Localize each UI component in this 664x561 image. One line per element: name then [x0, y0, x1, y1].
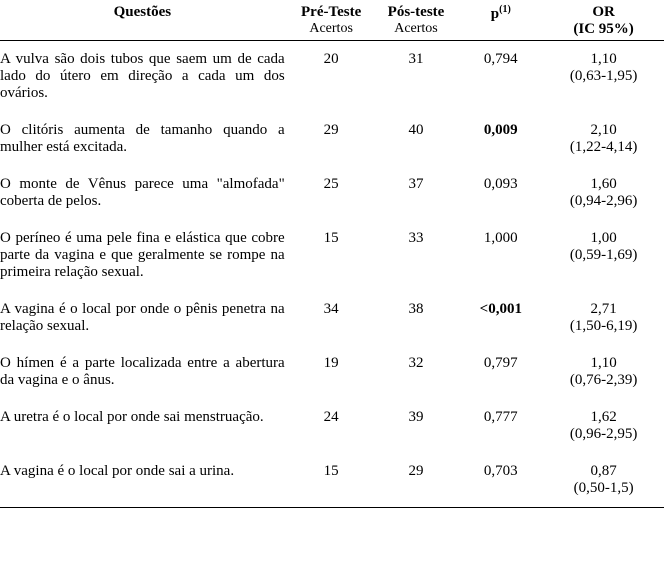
cell-pos: 29 — [374, 453, 459, 508]
cell-or-ci: (0,59-1,69) — [547, 247, 660, 264]
cell-or-ci: (1,50-6,19) — [547, 318, 660, 335]
cell-p: 0,009 — [458, 112, 543, 166]
cell-or: 2,71(1,50-6,19) — [543, 291, 664, 345]
header-or-label: OR — [547, 4, 660, 21]
table-row: A vagina é o local por onde sai a urina.… — [0, 453, 664, 508]
cell-or: 1,62(0,96-2,95) — [543, 399, 664, 453]
table-row: A vagina é o local por onde o pênis pene… — [0, 291, 664, 345]
table-header-row: Questões Pré-Teste Acertos Pós-teste Ace… — [0, 0, 664, 41]
table-row: O períneo é uma pele fina e elástica que… — [0, 220, 664, 291]
header-p: p(1) — [458, 0, 543, 41]
cell-question: O hímen é a parte localizada entre a abe… — [0, 345, 289, 399]
header-pos: Pós-teste Acertos — [374, 0, 459, 41]
cell-pre: 15 — [289, 453, 374, 508]
cell-question: A vagina é o local por onde o pênis pene… — [0, 291, 289, 345]
results-table: Questões Pré-Teste Acertos Pós-teste Ace… — [0, 0, 664, 508]
cell-or-ci: (0,96-2,95) — [547, 426, 660, 443]
cell-pos: 31 — [374, 41, 459, 113]
header-pos-sub: Acertos — [378, 21, 455, 37]
cell-or-ci: (0,63-1,95) — [547, 68, 660, 85]
table-row: A uretra é o local por onde sai menstrua… — [0, 399, 664, 453]
table-row: O clitóris aumenta de tamanho quando a m… — [0, 112, 664, 166]
cell-or-value: 1,10 — [547, 51, 660, 68]
cell-or: 1,60(0,94-2,96) — [543, 166, 664, 220]
cell-question: O clitóris aumenta de tamanho quando a m… — [0, 112, 289, 166]
cell-p: 0,797 — [458, 345, 543, 399]
header-or-sub: (IC 95%) — [547, 21, 660, 38]
cell-pos: 40 — [374, 112, 459, 166]
cell-pos: 37 — [374, 166, 459, 220]
header-p-text: p — [491, 6, 499, 22]
header-p-sup: (1) — [499, 4, 511, 15]
cell-p: 0,093 — [458, 166, 543, 220]
cell-or: 1,10(0,63-1,95) — [543, 41, 664, 113]
cell-p: 0,777 — [458, 399, 543, 453]
cell-pre: 20 — [289, 41, 374, 113]
cell-p: <0,001 — [458, 291, 543, 345]
table-row: O monte de Vênus parece uma "almofada" c… — [0, 166, 664, 220]
cell-or-value: 2,10 — [547, 122, 660, 139]
cell-pos: 32 — [374, 345, 459, 399]
cell-question: A vagina é o local por onde sai a urina. — [0, 453, 289, 508]
header-pre-sub: Acertos — [293, 21, 370, 37]
cell-pre: 19 — [289, 345, 374, 399]
table-row: O hímen é a parte localizada entre a abe… — [0, 345, 664, 399]
cell-question: O monte de Vênus parece uma "almofada" c… — [0, 166, 289, 220]
header-pre: Pré-Teste Acertos — [289, 0, 374, 41]
cell-or-ci: (0,94-2,96) — [547, 193, 660, 210]
cell-or-value: 1,10 — [547, 355, 660, 372]
cell-p: 0,794 — [458, 41, 543, 113]
cell-pre: 29 — [289, 112, 374, 166]
table-row: A vulva são dois tubos que saem um de ca… — [0, 41, 664, 113]
cell-pre: 25 — [289, 166, 374, 220]
cell-or-ci: (0,50-1,5) — [547, 480, 660, 497]
header-p-label: p(1) — [462, 4, 539, 23]
cell-pos: 38 — [374, 291, 459, 345]
cell-pre: 24 — [289, 399, 374, 453]
header-pos-label: Pós-teste — [378, 4, 455, 21]
header-or: OR (IC 95%) — [543, 0, 664, 41]
cell-or-value: 1,60 — [547, 176, 660, 193]
cell-or-value: 0,87 — [547, 463, 660, 480]
header-questoes: Questões — [0, 0, 289, 41]
cell-or-value: 1,62 — [547, 409, 660, 426]
cell-or: 1,00(0,59-1,69) — [543, 220, 664, 291]
cell-p: 0,703 — [458, 453, 543, 508]
cell-p: 1,000 — [458, 220, 543, 291]
cell-or-value: 2,71 — [547, 301, 660, 318]
cell-question: O períneo é uma pele fina e elástica que… — [0, 220, 289, 291]
header-pre-label: Pré-Teste — [293, 4, 370, 21]
cell-or: 0,87(0,50-1,5) — [543, 453, 664, 508]
cell-pre: 15 — [289, 220, 374, 291]
cell-or-ci: (1,22-4,14) — [547, 139, 660, 156]
cell-or: 1,10(0,76-2,39) — [543, 345, 664, 399]
cell-question: A vulva são dois tubos que saem um de ca… — [0, 41, 289, 113]
cell-pre: 34 — [289, 291, 374, 345]
cell-question: A uretra é o local por onde sai menstrua… — [0, 399, 289, 453]
cell-pos: 39 — [374, 399, 459, 453]
cell-or-ci: (0,76-2,39) — [547, 372, 660, 389]
cell-or-value: 1,00 — [547, 230, 660, 247]
cell-or: 2,10(1,22-4,14) — [543, 112, 664, 166]
header-questoes-label: Questões — [0, 4, 285, 21]
cell-pos: 33 — [374, 220, 459, 291]
